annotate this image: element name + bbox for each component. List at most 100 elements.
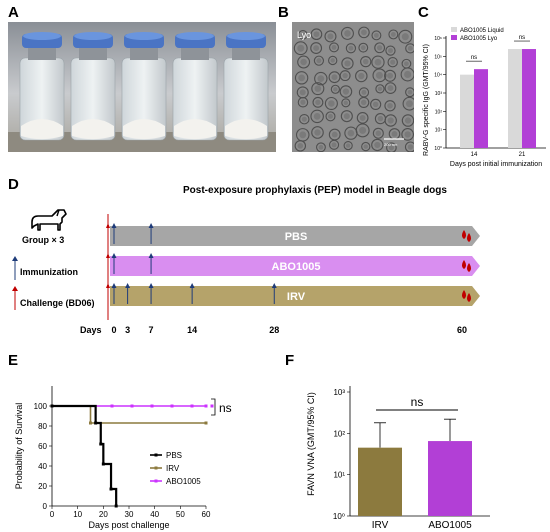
survival-marker: [114, 504, 118, 508]
chart-e-xtick: 60: [202, 510, 211, 519]
chart-c-ylabel: RABV-G specific IgG (GMT/95% CI): [423, 44, 430, 156]
lnp-particle: [402, 96, 414, 111]
lnp-particle: [328, 71, 341, 84]
chart-c-ytick: 10⁵: [434, 54, 442, 60]
chart-f-ytick: 10³: [333, 388, 345, 397]
blood-drop-icon: [462, 260, 466, 269]
lnp-particle: [371, 138, 384, 152]
pep-title: Post-exposure prophylaxis (PEP) model in…: [183, 185, 447, 196]
day-tick: 3: [125, 325, 130, 335]
pep-bar-label: ABO1005: [272, 261, 321, 273]
lnp-particle: [328, 55, 338, 66]
lnp-particle: [293, 41, 308, 56]
chart-c-ytick: 10⁶: [434, 36, 442, 42]
lnp-particle: [345, 43, 357, 54]
lnp-particle: [297, 97, 309, 108]
lnp-particle: [310, 42, 323, 55]
lnp-particle: [358, 42, 369, 53]
dog-icon: [31, 209, 67, 231]
favn-bar-irv: [358, 447, 402, 516]
chart-e-xtick: 0: [50, 510, 55, 519]
favn-bar-abo1005: [428, 441, 472, 516]
legend-immunization: Immunization: [20, 267, 78, 277]
chart-f-ytick: 10¹: [333, 471, 345, 480]
day-tick: 14: [187, 325, 197, 335]
immunization-arrow-icon: [148, 223, 154, 228]
lnp-particle: [370, 98, 382, 110]
panel-label-c: C: [418, 4, 429, 21]
lnp-particle: [372, 127, 384, 139]
lnp-particle: [340, 110, 353, 123]
lnp-particle: [358, 26, 370, 39]
days-label: Days: [80, 325, 102, 335]
blood-drop-icon: [462, 290, 466, 299]
lnp-particle: [405, 43, 414, 54]
day-tick: 0: [111, 325, 116, 335]
lnp-particle: [372, 68, 387, 83]
chart-f-ylabel: FAVN VNA (GMT/95% CI): [306, 392, 316, 496]
day-tick: 7: [149, 325, 154, 335]
lnp-particle: [341, 98, 351, 108]
chart-e-ytick: 40: [38, 462, 47, 471]
chart-c-ytick: 10⁰: [434, 146, 442, 152]
chart-igg: RABV-G specific IgG (GMT/95% CI) 10⁰ 10¹ 1…: [423, 27, 546, 168]
chart-e-xtick: 30: [125, 510, 134, 519]
group-label: Group × 3: [22, 235, 64, 245]
pep-bar-pbs: PBS: [106, 223, 480, 246]
immunization-arrow-icon: [111, 283, 117, 288]
panel-label-d: D: [8, 176, 19, 193]
survival-line-irv: [52, 405, 206, 424]
chart-e-xtick: 20: [99, 510, 108, 519]
immunization-arrow-icon: [111, 253, 117, 258]
chart-c-ytick: 10³: [435, 91, 443, 97]
legend-challenge: Challenge (BD06): [20, 298, 95, 308]
lnp-particle: [385, 45, 396, 56]
immunization-arrow-icon: [189, 283, 195, 288]
survival-marker: [50, 404, 54, 408]
lnp-particle: [384, 82, 397, 94]
survival-marker: [109, 487, 113, 491]
lnp-particle: [355, 69, 368, 83]
chart-c-ytick: 10²: [435, 109, 443, 115]
vials-photo: [8, 22, 276, 152]
chart-e-ytick: 100: [34, 402, 48, 411]
lnp-particle: [316, 142, 326, 152]
lnp-particle: [384, 114, 397, 127]
blood-drop-icon: [462, 230, 466, 239]
chart-c-xtick-21: 21: [519, 152, 526, 158]
chart-c-xlabel: Days post initial immunization: [450, 161, 542, 168]
lnp-particle: [401, 114, 414, 127]
chart-e-xtick: 10: [73, 510, 82, 519]
vial: [223, 32, 269, 141]
vial: [19, 32, 65, 141]
survival-marker: [99, 442, 103, 446]
vial: [172, 32, 218, 141]
immunization-arrow-icon: [111, 223, 117, 228]
lnp-particle: [325, 111, 336, 122]
chart-e-ytick: 60: [38, 442, 47, 451]
chart-favn: FAVN VNA (GMT/95% CI) 10⁰ 10¹ 10² 10³ ns IR…: [306, 386, 490, 531]
legend-swatch-liquid: [451, 27, 457, 32]
immunization-arrow-icon: [271, 283, 277, 288]
lnp-particle: [297, 55, 311, 69]
pep-bar-label: PBS: [285, 231, 308, 243]
pep-bar-label: IRV: [287, 291, 306, 303]
lnp-particle: [375, 84, 385, 94]
chart-survival: Probability of Survival 0 20 40 60 80 100 0 10 2…: [14, 386, 232, 530]
chart-e-ytick: 80: [38, 422, 47, 431]
lnp-particle: [311, 126, 324, 139]
chart-c-ns: ns: [519, 35, 525, 41]
lnp-particle: [358, 96, 370, 108]
challenge-arrow-icon: [106, 223, 110, 228]
chart-f-ytick: 10⁰: [333, 512, 345, 521]
lnp-particle: [294, 140, 307, 152]
day-tick: 28: [269, 325, 279, 335]
lnp-particle: [400, 67, 414, 82]
lnp-particle: [360, 55, 372, 68]
lnp-particle: [310, 28, 323, 41]
legend-label: PBS: [166, 451, 182, 460]
legend-label: ABO1005: [166, 477, 201, 486]
pep-bar-irv: IRV: [106, 283, 480, 306]
favn-significance: ns: [411, 395, 424, 409]
lnp-particle: [298, 29, 308, 40]
